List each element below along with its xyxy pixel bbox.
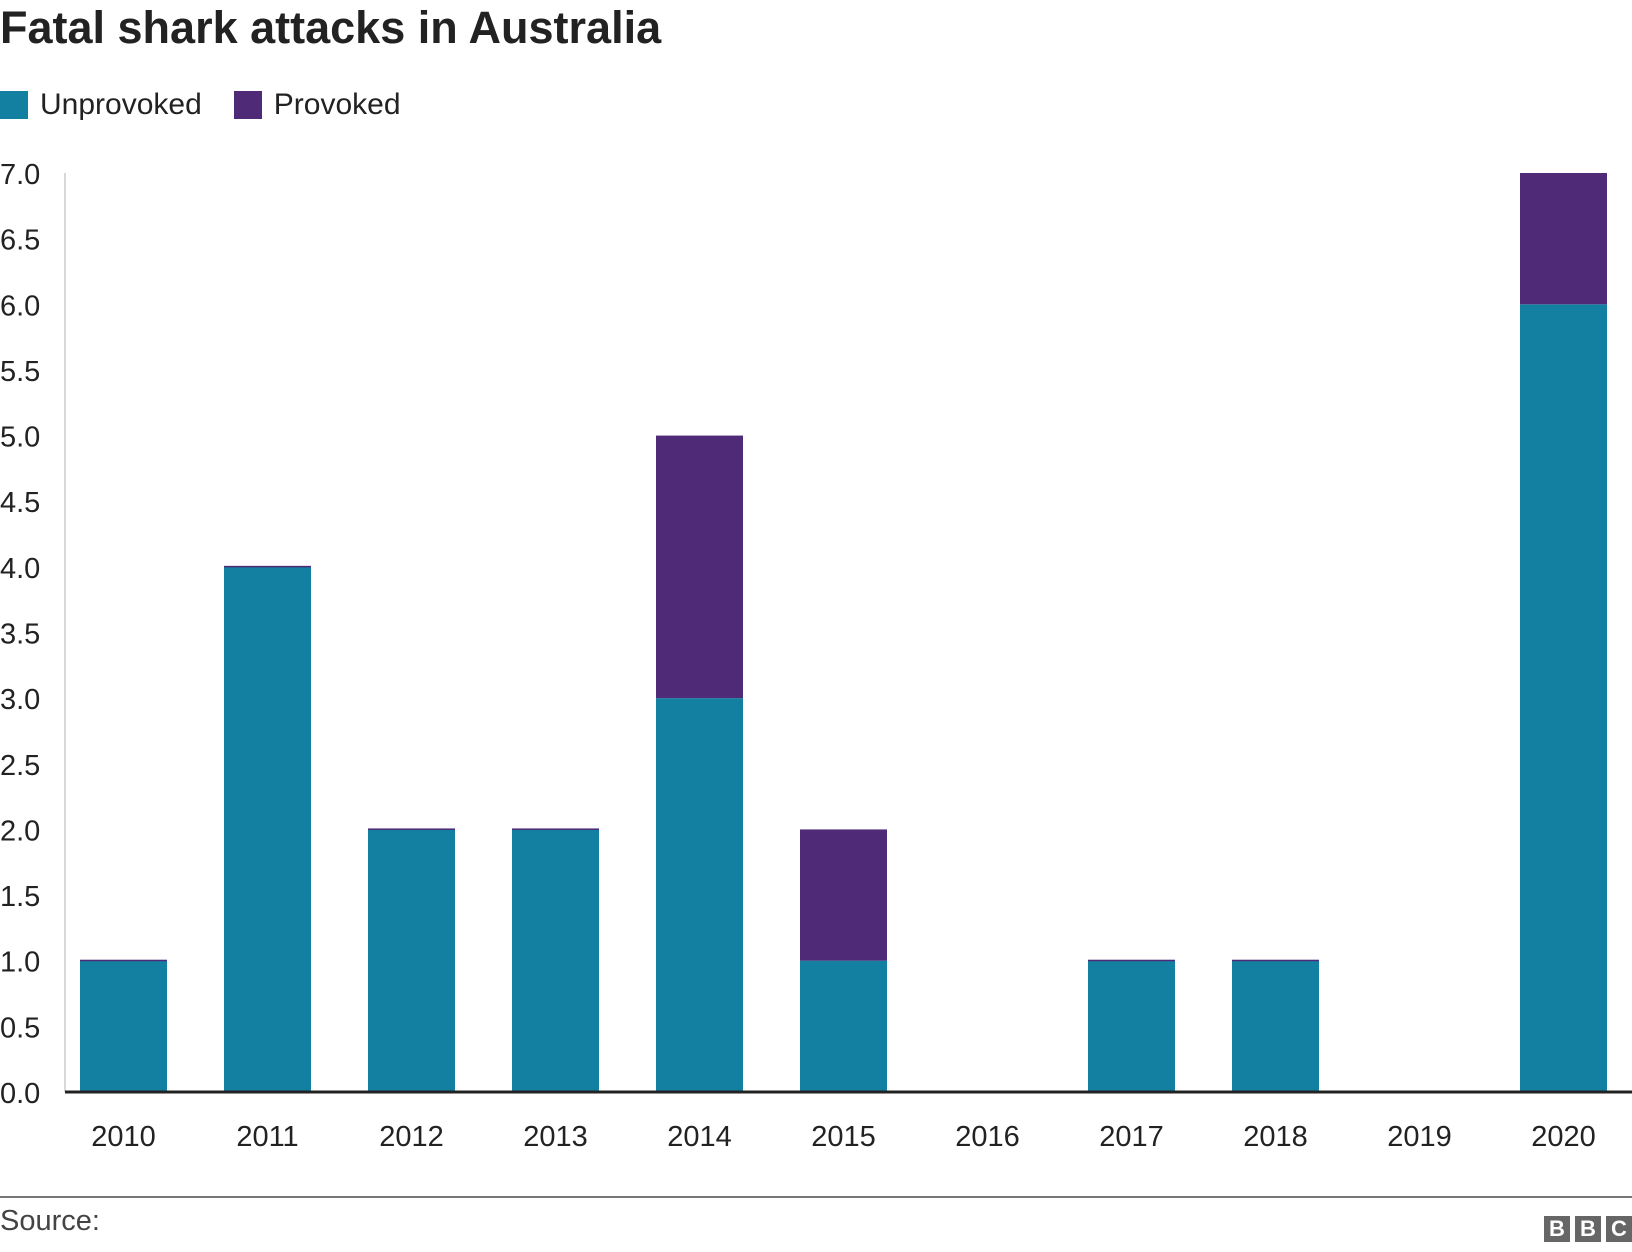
legend-item-unprovoked: Unprovoked — [0, 88, 202, 122]
y-tick-label: 3.0 — [0, 684, 40, 716]
x-tick-label: 2017 — [1099, 1121, 1164, 1153]
x-tick-label: 2019 — [1387, 1121, 1452, 1153]
bar-provoked-2012 — [368, 828, 455, 830]
bar-unprovoked-2017 — [1088, 960, 1175, 1092]
x-tick-label: 2013 — [523, 1121, 588, 1153]
y-tick-label: 2.5 — [0, 750, 40, 782]
bar-provoked-2013 — [512, 828, 599, 830]
y-tick-label: 5.0 — [0, 422, 40, 454]
y-tick-label: 4.5 — [0, 487, 40, 519]
bar-provoked-2015 — [800, 829, 887, 961]
y-tick-label: 5.5 — [0, 356, 40, 388]
legend-item-provoked: Provoked — [233, 88, 401, 122]
legend-label-provoked: Provoked — [273, 88, 401, 121]
bar-provoked-2014 — [656, 435, 743, 699]
y-tick-label: 1.5 — [0, 881, 40, 913]
y-tick-label: 2.0 — [0, 815, 40, 847]
y-tick-label: 3.5 — [0, 619, 40, 651]
x-tick-label: 2018 — [1243, 1121, 1308, 1153]
legend-swatch-provoked — [233, 91, 262, 119]
footer-divider — [0, 1196, 1632, 1198]
y-tick-label: 0.5 — [0, 1012, 40, 1044]
bar-provoked-2017 — [1088, 959, 1175, 962]
source-label: Source: — [0, 1205, 100, 1237]
y-tick-label: 0.0 — [0, 1078, 40, 1110]
bar-unprovoked-2018 — [1232, 960, 1319, 1092]
bar-unprovoked-2011 — [224, 566, 311, 1092]
x-tick-label: 2016 — [955, 1121, 1020, 1153]
bar-provoked-2010 — [80, 959, 167, 962]
y-tick-label: 4.0 — [0, 553, 40, 585]
x-tick-label: 2011 — [236, 1121, 298, 1153]
bar-unprovoked-2012 — [368, 829, 455, 1092]
bar-unprovoked-2020 — [1520, 304, 1607, 1092]
bar-provoked-2020 — [1520, 173, 1607, 305]
bar-provoked-2011 — [224, 565, 311, 568]
bar-provoked-2018 — [1232, 959, 1319, 962]
bar-unprovoked-2013 — [512, 829, 599, 1092]
x-tick-label: 2012 — [379, 1121, 444, 1153]
y-tick-label: 7.0 — [0, 159, 40, 191]
chart-title: Fatal shark attacks in Australia — [0, 2, 662, 53]
y-tick-label: 6.0 — [0, 290, 40, 322]
legend: Unprovoked Provoked — [0, 88, 433, 122]
bar-unprovoked-2014 — [656, 698, 743, 1092]
legend-label-unprovoked: Unprovoked — [40, 88, 202, 121]
bar-unprovoked-2015 — [800, 960, 887, 1092]
y-tick-label: 6.5 — [0, 225, 40, 257]
x-tick-label: 2010 — [91, 1121, 156, 1153]
x-tick-label: 2020 — [1531, 1121, 1596, 1153]
x-tick-label: 2015 — [811, 1121, 876, 1153]
bar-unprovoked-2010 — [80, 960, 167, 1092]
legend-swatch-unprovoked — [0, 91, 28, 119]
y-tick-label: 1.0 — [0, 947, 40, 979]
x-tick-label: 2014 — [667, 1121, 732, 1153]
